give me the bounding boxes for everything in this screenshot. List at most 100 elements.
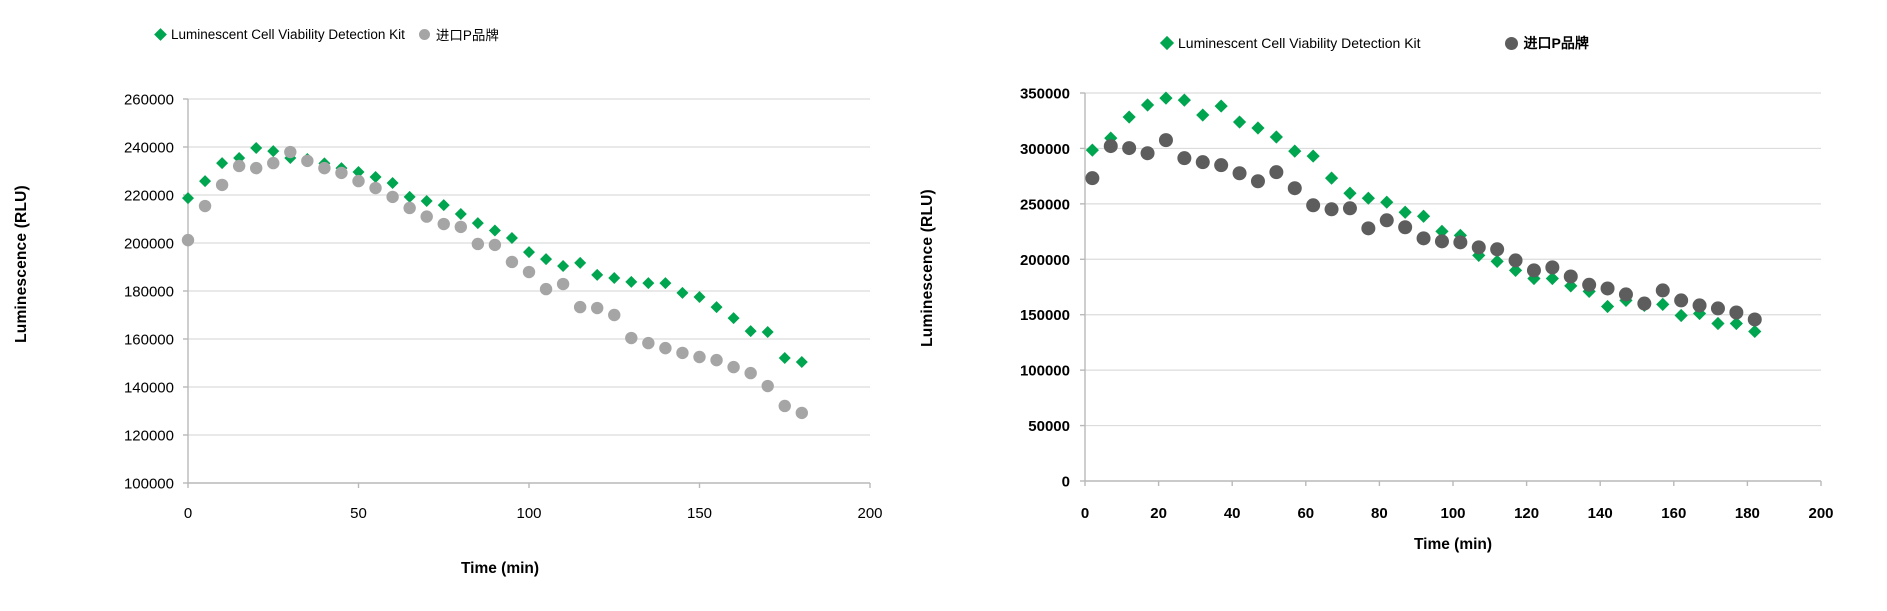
circle-marker-icon xyxy=(418,28,430,40)
data-point-circle xyxy=(1195,155,1210,170)
data-point-diamond xyxy=(1564,279,1578,293)
y-tick-label: 200000 xyxy=(124,236,174,253)
data-point-diamond xyxy=(1196,108,1210,122)
data-point-diamond xyxy=(1177,93,1191,107)
data-point-circle xyxy=(761,379,774,393)
data-point-circle xyxy=(1655,283,1670,298)
x-tick-label: 200 xyxy=(1808,505,1833,522)
data-point-circle xyxy=(505,255,519,269)
data-point-circle xyxy=(1250,174,1265,189)
data-point-circle xyxy=(284,145,297,159)
data-point-diamond xyxy=(1490,254,1504,268)
y-tick-label: 200000 xyxy=(1020,252,1070,269)
data-point-circle xyxy=(659,341,672,355)
data-point-diamond xyxy=(1416,209,1431,223)
data-point-diamond xyxy=(505,231,518,244)
data-point-circle xyxy=(1324,202,1339,217)
data-point-circle xyxy=(420,210,433,223)
data-point-diamond xyxy=(727,312,740,325)
data-point-diamond xyxy=(795,356,808,369)
legend-label: 进口P品牌 xyxy=(1523,35,1589,51)
series-pbrand xyxy=(1085,133,1762,327)
data-point-circle xyxy=(301,154,314,168)
left-chart-plot-area: 100000 120000 140000 160000 180000 200000 2200… xyxy=(124,92,883,523)
data-point-circle xyxy=(744,366,757,380)
data-point-circle xyxy=(1453,235,1468,250)
data-point-circle xyxy=(1582,277,1597,292)
data-point-circle xyxy=(1342,201,1357,216)
data-point-circle xyxy=(1140,146,1155,161)
legend-label: Luminescent Cell Viability Detection Kit xyxy=(1178,35,1421,51)
left-chart-legend: Luminescent Cell Viability Detection Kit… xyxy=(154,24,499,44)
data-point-diamond xyxy=(642,277,655,290)
y-tick-label: 240000 xyxy=(124,140,174,157)
data-point-circle xyxy=(1637,296,1652,311)
data-point-diamond xyxy=(1251,121,1265,135)
y-tick-label: 300000 xyxy=(1020,141,1070,158)
data-point-circle xyxy=(676,346,689,360)
data-point-circle xyxy=(710,353,723,367)
data-point-circle xyxy=(1103,139,1118,154)
data-point-circle xyxy=(1674,293,1689,308)
legend-item-kit: Luminescent Cell Viability Detection Kit xyxy=(154,27,405,42)
data-point-circle xyxy=(1085,171,1100,186)
x-tick-label: 180 xyxy=(1735,505,1760,522)
data-point-circle xyxy=(1177,151,1192,166)
data-point-diamond xyxy=(1122,110,1136,124)
data-point-circle xyxy=(1379,213,1394,228)
data-point-circle xyxy=(215,178,229,192)
data-point-circle xyxy=(267,156,280,170)
data-point-diamond xyxy=(1600,299,1615,314)
data-point-circle xyxy=(1416,231,1431,246)
data-point-diamond xyxy=(1508,263,1523,277)
data-point-circle xyxy=(471,237,485,251)
x-tick-label: 50 xyxy=(350,505,367,522)
data-point-circle xyxy=(625,331,638,345)
data-point-circle xyxy=(1306,198,1321,213)
data-point-diamond xyxy=(1214,99,1228,113)
data-point-circle xyxy=(250,161,263,175)
x-tick-label: 0 xyxy=(184,505,192,522)
data-point-circle xyxy=(1710,301,1725,316)
data-point-circle xyxy=(1287,181,1302,196)
data-point-diamond xyxy=(1398,205,1412,219)
data-point-circle xyxy=(437,217,450,231)
y-tick-label: 220000 xyxy=(124,188,174,205)
data-point-circle xyxy=(386,190,399,204)
data-point-circle xyxy=(1508,253,1523,268)
y-tick-label: 100000 xyxy=(1020,363,1070,380)
data-point-circle xyxy=(795,406,808,420)
legend-item-pbrand: 进口P品牌 xyxy=(418,24,499,44)
data-point-circle xyxy=(1692,298,1707,313)
data-point-diamond xyxy=(1435,224,1449,238)
x-tick-label: 140 xyxy=(1588,505,1613,522)
data-point-circle xyxy=(556,277,570,291)
y-tick-label: 350000 xyxy=(1020,86,1070,103)
data-point-diamond xyxy=(454,207,467,220)
x-tick-label: 120 xyxy=(1514,505,1539,522)
legend-item-kit: Luminescent Cell Viability Detection Kit xyxy=(1159,35,1421,51)
data-point-diamond xyxy=(574,256,587,269)
diamond-marker-icon xyxy=(154,27,167,41)
data-point-circle xyxy=(1490,242,1505,257)
data-point-circle xyxy=(1361,221,1376,236)
right-chart-plot-area: 0 50000 100000 150000 200000 250000 300000 3500… xyxy=(1020,86,1834,523)
data-point-diamond xyxy=(778,351,791,364)
data-point-circle xyxy=(1618,287,1633,302)
x-tick-label: 150 xyxy=(687,505,712,522)
data-point-circle xyxy=(778,399,791,413)
data-point-circle xyxy=(727,360,740,374)
data-point-diamond xyxy=(557,260,570,273)
data-point-diamond xyxy=(352,165,365,178)
data-point-circle xyxy=(454,220,467,234)
data-point-circle xyxy=(693,350,706,364)
data-point-circle xyxy=(573,300,587,314)
left-y-axis-title: Luminescence (RLU) xyxy=(13,185,30,343)
x-tick-label: 20 xyxy=(1150,505,1167,522)
series-pbrand xyxy=(181,145,808,420)
data-point-circle xyxy=(1214,158,1229,173)
y-tick-label: 250000 xyxy=(1020,196,1070,213)
data-point-diamond xyxy=(1545,271,1559,286)
